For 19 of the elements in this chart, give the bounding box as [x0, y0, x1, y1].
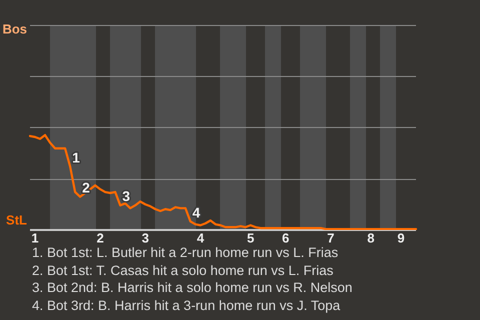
annotation: 3	[122, 188, 130, 204]
text: Bos	[2, 22, 27, 37]
x-tick-label: 8	[367, 230, 374, 246]
x-tick-label: 6	[282, 230, 290, 246]
text: 4. Bot 3rd: B. Harris hit a 3-run home run vs J. Topa	[32, 296, 342, 314]
text: 3. Bot 2nd: B. Harris hit a solo home run vs R. Nelson	[32, 279, 352, 296]
annotation: 2	[82, 180, 90, 196]
text: 2. Bot 1st: T. Casas hit a solo home run vs L. Frias	[32, 262, 334, 279]
annotation: 1	[72, 149, 80, 166]
x-tick-label: 5	[246, 230, 254, 246]
x-tick-label: 7	[327, 230, 334, 246]
x-tick-label: 3	[142, 230, 149, 246]
x-tick-label: 2	[96, 230, 104, 246]
x-tick-label: 1	[31, 230, 39, 246]
x-tick-label: 9	[397, 230, 405, 246]
annotation: 4	[192, 204, 200, 220]
text: StL	[6, 212, 28, 228]
x-tick-label: 4	[196, 230, 205, 246]
text: 1. Bot 1st: L. Butler hit a 2-run home run vs L. Frias	[32, 244, 340, 262]
